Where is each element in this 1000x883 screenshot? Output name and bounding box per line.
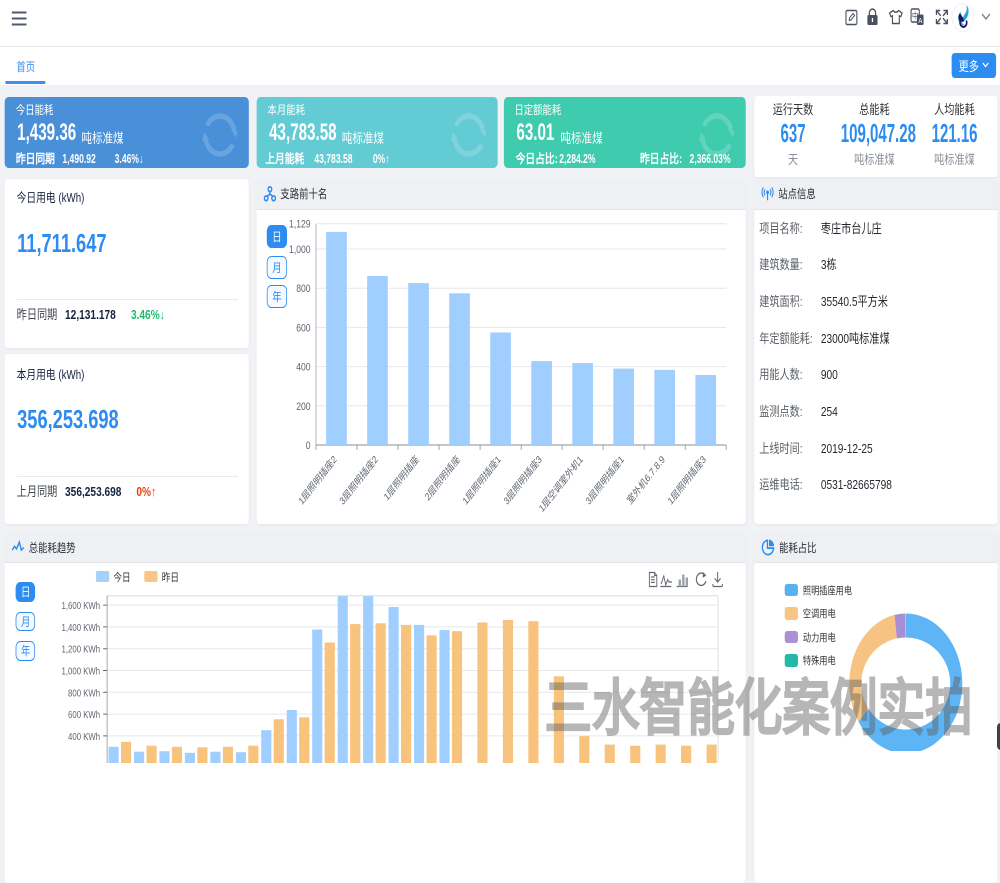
svg-text:600: 600 <box>296 322 311 334</box>
svg-text:400 KWh: 400 KWh <box>68 730 100 741</box>
svg-text:1,129: 1,129 <box>289 219 311 231</box>
svg-text:1层照明插座: 1层照明插座 <box>382 453 421 503</box>
svg-text:室外机6.7.8.9: 室外机6.7.8.9 <box>625 453 667 507</box>
svg-text:1层空调室外机1: 1层空调室外机1 <box>537 453 585 514</box>
svg-text:1层照明插座1: 1层照明插座1 <box>461 453 503 507</box>
svg-text:1,600 KWh: 1,600 KWh <box>62 600 101 611</box>
svg-text:3层照明插座2: 3层照明插座2 <box>337 453 379 507</box>
svg-text:A: A <box>918 17 922 25</box>
svg-text:800 KWh: 800 KWh <box>68 687 100 698</box>
svg-text:600 KWh: 600 KWh <box>68 709 100 720</box>
svg-text:1,000 KWh: 1,000 KWh <box>62 665 101 676</box>
svg-text:1,200 KWh: 1,200 KWh <box>62 643 101 654</box>
svg-text:1层照明插座2: 1层照明插座2 <box>296 453 338 507</box>
svg-text:1,400 KWh: 1,400 KWh <box>62 621 101 632</box>
svg-text:400: 400 <box>296 362 311 374</box>
svg-text:3层照明插座3: 3层照明插座3 <box>501 453 543 507</box>
svg-text:3层照明插座1: 3层照明插座1 <box>584 453 626 507</box>
svg-text:1层照明插座3: 1层照明插座3 <box>666 453 708 507</box>
svg-text:中: 中 <box>912 11 918 21</box>
svg-text:0: 0 <box>306 440 311 452</box>
svg-text:1,000: 1,000 <box>289 244 311 256</box>
svg-text:200: 200 <box>296 401 311 413</box>
svg-text:2层照明插座: 2层照明插座 <box>423 453 462 503</box>
svg-text:800: 800 <box>296 283 311 295</box>
